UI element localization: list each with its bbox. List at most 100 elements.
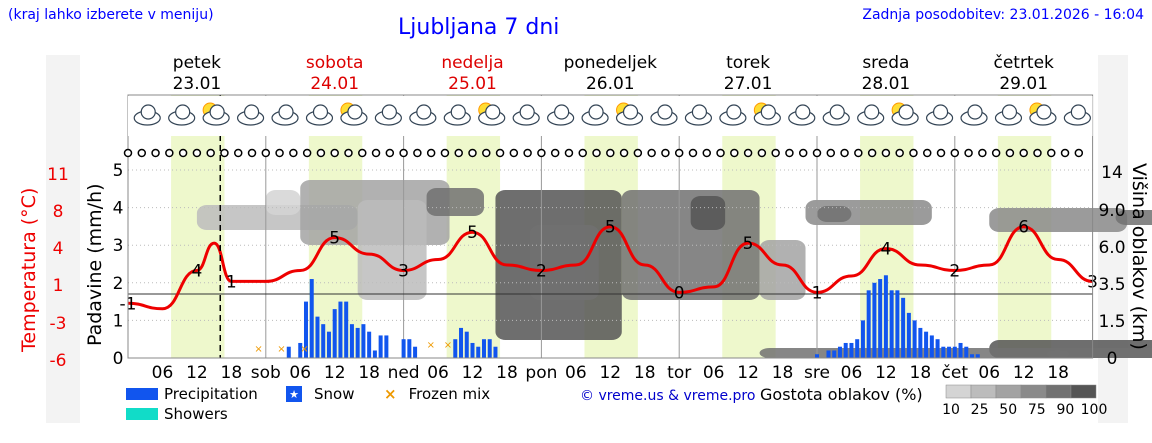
day-name: petek (173, 53, 221, 73)
density-swatch (995, 384, 1022, 399)
cloud-icon (512, 104, 540, 126)
temp-data-label: 1 (226, 272, 237, 292)
precip-tick-label: 3 (113, 236, 124, 256)
cloud-density-cell (690, 196, 726, 230)
wind-calm-icon (316, 148, 326, 158)
wind-calm-icon (936, 148, 946, 158)
frozen-mix-mark: × (300, 344, 308, 355)
sun-cloud-icon (615, 102, 644, 126)
wind-calm-icon (302, 148, 312, 158)
wind-calm-icon (233, 148, 243, 158)
wind-calm-icon (895, 148, 904, 158)
cloud-icon (443, 104, 471, 126)
sun-cloud-icon (340, 102, 368, 126)
density-swatch (1070, 384, 1097, 399)
plot-frame (127, 94, 1094, 359)
x-tick-label: 12 (875, 363, 897, 383)
wind-calm-icon (165, 148, 174, 158)
wind-calm-icon (785, 148, 794, 158)
region-hint[interactable]: (kraj lahko izberete v meniju) (8, 7, 214, 23)
precip-bar (958, 342, 963, 358)
x-tick-label: 12 (599, 363, 621, 383)
day-date: 24.01 (310, 74, 359, 94)
wind-calm-icon (523, 148, 532, 158)
cloud-tick-label: 3.5 (1098, 275, 1125, 295)
cloud-density-cell (529, 225, 599, 300)
frozen-mix-mark: × (444, 340, 452, 351)
precip-bar (947, 346, 952, 358)
precip-bar (321, 324, 326, 358)
precip-bar (929, 335, 934, 358)
x-tick-label: 18 (772, 363, 794, 383)
frozen-mix-icon: × (384, 385, 397, 403)
precip-bar (855, 339, 860, 358)
temp-tick-label: -6 (50, 351, 67, 371)
wind-calm-icon (854, 148, 863, 158)
wind-calm-icon (426, 148, 436, 158)
precip-bar (912, 320, 917, 358)
cloud-icon (960, 104, 988, 126)
x-tick-label: 06 (152, 363, 174, 383)
temp-tick-label: -3 (50, 314, 67, 334)
precip-bar (361, 324, 366, 358)
wind-calm-icon (399, 148, 408, 158)
temp-data-label: 3 (398, 261, 409, 281)
temp-axis-label: Temperatura (°C) (18, 187, 40, 352)
cloud-density-cell (817, 206, 852, 222)
temp-tick-label: 8 (53, 202, 64, 222)
density-swatch (1045, 384, 1072, 399)
wind-calm-icon (881, 148, 891, 158)
wind-calm-icon (123, 148, 133, 158)
wind-calm-icon (192, 148, 202, 158)
precip-bar (338, 301, 343, 358)
wind-calm-icon (468, 148, 477, 158)
x-tick-label: 12 (737, 363, 759, 383)
cloud-icon (133, 104, 161, 126)
precip-bar (952, 346, 957, 358)
precip-bar (401, 339, 406, 358)
left-axis-panel (46, 55, 80, 423)
precip-bar (906, 312, 911, 358)
precip-bar (481, 339, 486, 358)
x-tick-label: čet (942, 363, 969, 383)
temperature-line (127, 225, 1093, 311)
copyright-link[interactable]: © vreme.us & vreme.pro (580, 388, 756, 404)
precip-bar (476, 346, 481, 358)
wind-calm-icon (495, 148, 505, 158)
wind-calm-icon (1074, 148, 1084, 158)
precip-bar (878, 279, 883, 358)
wind-calm-icon (702, 148, 712, 158)
day-date: 25.01 (448, 74, 497, 94)
wind-calm-icon (688, 148, 698, 158)
wind-calm-icon (922, 148, 932, 158)
day-name: četrtek (993, 53, 1054, 73)
cloud-icon (684, 104, 713, 126)
wind-calm-icon (867, 148, 877, 158)
wind-calm-icon (964, 148, 973, 158)
day-name: ponedeljek (564, 53, 658, 73)
daylight-band (446, 95, 501, 358)
cloud-icon (650, 104, 678, 126)
sun-cloud-icon (1029, 102, 1057, 126)
wind-calm-icon (826, 148, 836, 158)
precip-swatch (126, 388, 158, 400)
page-title: Ljubljana 7 dni (398, 15, 560, 40)
x-tick-label: 12 (1013, 363, 1035, 383)
precip-bar (895, 290, 900, 358)
precip-bar (832, 350, 837, 358)
cloud-icon (168, 104, 196, 126)
cloud-density-cell (426, 188, 484, 216)
cloud-icon (822, 104, 850, 126)
wind-calm-icon (440, 148, 450, 158)
legend-precip-label: Precipitation (164, 385, 258, 403)
precip-bar (332, 309, 337, 358)
precip-bar (918, 327, 923, 358)
wind-calm-icon (674, 148, 684, 158)
precip-bar (372, 350, 377, 358)
precip-bar (309, 279, 314, 358)
x-tick-label: 12 (462, 363, 484, 383)
precip-bar (975, 354, 980, 358)
precip-bar (493, 346, 498, 358)
precip-bar (349, 324, 354, 358)
precip-bar (303, 301, 308, 358)
